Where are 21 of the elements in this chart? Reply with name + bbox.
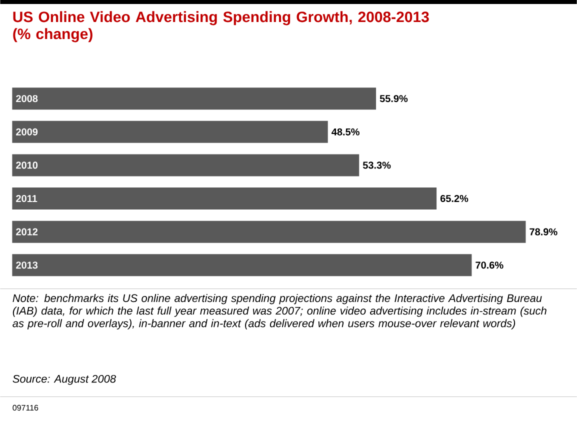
data-label: 53.3% — [362, 162, 391, 169]
y-tick-label: 2010 — [16, 162, 38, 169]
data-label: 48.5% — [332, 128, 360, 136]
y-tick-label: 2012 — [16, 228, 38, 236]
data-label: 70.6% — [476, 262, 504, 269]
chart-title: US Online Video Advertising Spending Growth, 2008-2013 (% change) — [13, 11, 429, 42]
y-tick-label: 2008 — [16, 95, 38, 102]
data-label: 55.9% — [380, 95, 408, 102]
bar — [12, 221, 526, 243]
text: Note: benchmarks its US online advertising spending projections against the Interactive Advertising Bureau (IAB) data, for which the last full year measured was 2007; online video advertising includes in-stream (such as pre-roll and overlays), in-banner and in-text (ads delivered when users mouse-over relevant words) — [12, 294, 546, 330]
source-note: Source: August 2008 — [12, 375, 116, 386]
bar — [12, 154, 360, 176]
y-tick-label: 2009 — [16, 128, 38, 136]
bar — [12, 88, 376, 110]
bar — [12, 188, 437, 210]
data-label: 65.2% — [440, 195, 468, 202]
data-label: 78.9% — [530, 228, 558, 236]
bar — [12, 121, 328, 144]
y-tick-label: 2013 — [16, 262, 38, 269]
bar — [12, 254, 472, 276]
y-tick-label: 2011 — [16, 195, 38, 202]
